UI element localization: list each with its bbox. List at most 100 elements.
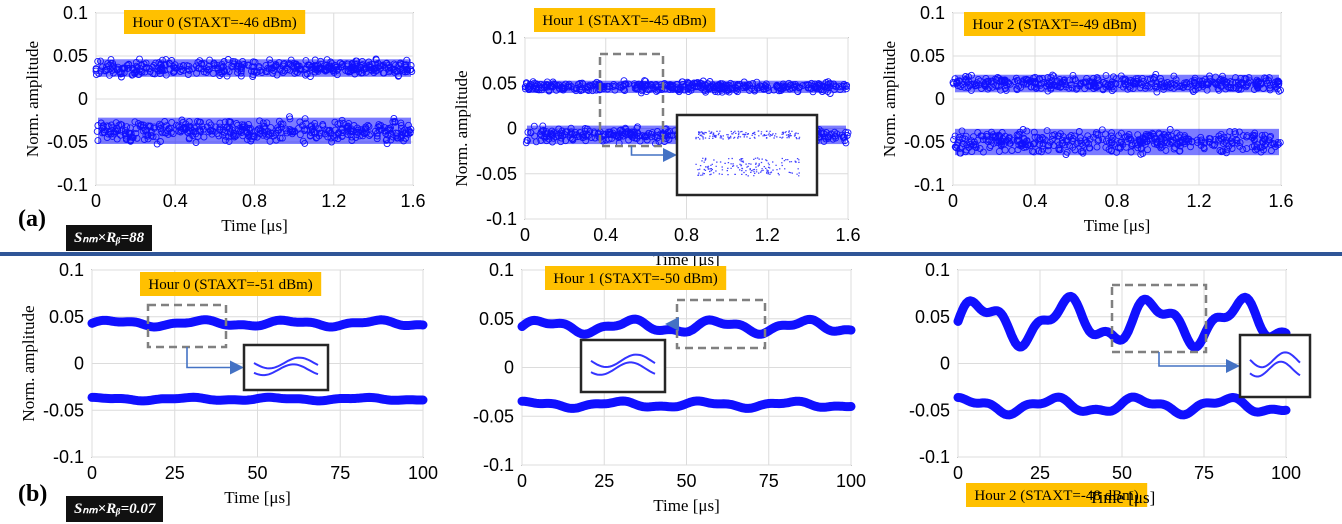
x-tick-label: 0 — [87, 463, 97, 483]
x-tick-label: 0 — [948, 191, 958, 211]
x-tick-label: 0.8 — [242, 191, 267, 211]
y-tick-label: -0.05 — [473, 406, 514, 426]
trace-line — [517, 314, 856, 339]
row-divider — [0, 252, 1342, 256]
x-tick-label: 0.8 — [674, 225, 699, 245]
chart-title: Hour 0 (STAXT=-46 dBm) — [124, 10, 306, 34]
x-tick-label: 1.2 — [1186, 191, 1211, 211]
x-tick-label: 0.4 — [593, 225, 618, 245]
y-tick-label: -0.1 — [53, 447, 84, 467]
chart-2: 0 0.4 0.8 1.2 1.6 -0.1 -0.05 0 0.05 0.1 Hour 1 (ST… — [452, 8, 861, 269]
scatter-band — [527, 80, 846, 94]
x-tick-label: 100 — [836, 471, 866, 491]
x-tick-label: 0.4 — [1022, 191, 1047, 211]
x-tick-label: 1.6 — [835, 225, 860, 245]
inset-arrowhead — [230, 360, 244, 375]
y-tick-label: 0.05 — [53, 46, 88, 66]
trace-line — [517, 396, 856, 413]
chart-title: Hour 1 (STAXT=-50 dBm) — [545, 266, 727, 290]
series-marks — [92, 55, 416, 148]
trace-line — [87, 315, 428, 332]
inset-trace — [590, 353, 656, 376]
x-tick-label: 100 — [408, 463, 438, 483]
x-axis-label: Time [μs] — [224, 488, 291, 507]
x-tick-label: 100 — [1271, 463, 1301, 483]
inset-connector — [1158, 352, 1238, 367]
chart-3: 0 0.4 0.8 1.2 1.6 -0.1 -0.05 0 0.05 0.1 Hour 2 (ST… — [880, 3, 1294, 235]
series-marks — [953, 291, 1291, 420]
x-tick-label: 50 — [676, 471, 696, 491]
title-box — [966, 483, 1148, 507]
inset-trace — [695, 130, 801, 177]
x-tick-label: 0 — [953, 463, 963, 483]
trace-line — [87, 392, 428, 406]
snr-badge-a: Sₙₘ×Rᵦ=88 — [66, 225, 153, 251]
y-tick-label: -0.05 — [904, 132, 945, 152]
chart-4: 0 25 50 75 100 -0.1 -0.05 0 0.05 0.1 Hour 0 (STAXT… — [19, 260, 438, 507]
x-axis-label: Time [μs] — [653, 496, 720, 515]
chart-title-text: Hour 0 (STAXT=-46 dBm) — [132, 15, 296, 31]
x-tick-label: 25 — [165, 463, 185, 483]
title-box — [140, 272, 322, 296]
x-tick-label: 50 — [247, 463, 267, 483]
title-box — [534, 8, 716, 32]
x-tick-label: 50 — [1112, 463, 1132, 483]
x-tick-label: 75 — [330, 463, 350, 483]
chart-title-text: Hour 1 (STAXT=-45 dBm) — [542, 13, 706, 29]
chart-6: 0 25 50 75 100 -0.1 -0.05 0 0.05 0.1 Hour 2 (STAXT… — [909, 260, 1312, 507]
y-tick-label: -0.1 — [483, 455, 514, 475]
y-tick-label: 0.05 — [49, 307, 84, 327]
chart-5: 0 25 50 75 100 -0.1 -0.05 0 0.05 0.1 Hour 1 (STAXT… — [473, 260, 866, 515]
y-tick-label: 0.05 — [915, 307, 950, 327]
x-tick-label: 0 — [517, 471, 527, 491]
inset-box — [579, 338, 667, 394]
series-marks — [87, 315, 428, 406]
scatter-band — [98, 59, 411, 77]
inset-arrowhead — [1226, 359, 1240, 373]
chart-title: Hour 2 (STAXT=-48 dBm) — [966, 483, 1148, 507]
inset-connector — [630, 146, 675, 156]
x-tick-label: 1.2 — [755, 225, 780, 245]
panel-label-b: (b) — [18, 481, 48, 507]
chart-1: 0 0.4 0.8 1.2 1.6 -0.1 -0.05 0 0.05 0.1 Hour 0 (ST… — [23, 3, 426, 235]
trace-line — [953, 392, 1291, 420]
x-tick-label: 0.8 — [1104, 191, 1129, 211]
y-tick-label: 0.1 — [489, 260, 514, 280]
title-box — [545, 266, 727, 290]
y-tick-label: -0.1 — [914, 175, 945, 195]
y-tick-label: 0.1 — [63, 3, 88, 23]
inset-arrowhead — [663, 148, 677, 162]
inset-connector — [186, 347, 242, 369]
y-tick-label: -0.05 — [43, 400, 84, 420]
y-tick-label: 0.1 — [925, 260, 950, 280]
x-tick-label: 0 — [91, 191, 101, 211]
x-axis-label: Time [μs] — [1084, 216, 1151, 235]
y-tick-label: 0.05 — [910, 46, 945, 66]
y-tick-label: 0 — [940, 354, 950, 374]
series-marks — [517, 314, 856, 413]
series-marks — [949, 71, 1284, 158]
scatter-band — [98, 117, 411, 144]
y-tick-label: -0.1 — [57, 175, 88, 195]
chart-title-text: Hour 0 (STAXT=-51 dBm) — [148, 277, 312, 293]
title-box — [964, 12, 1146, 36]
y-tick-label: -0.1 — [486, 209, 517, 229]
title-box — [124, 10, 306, 34]
y-tick-label: 0 — [74, 354, 84, 374]
inset-trace — [1249, 351, 1301, 378]
y-tick-label: -0.05 — [909, 400, 950, 420]
trace-line — [953, 291, 1291, 352]
y-tick-label: -0.05 — [476, 164, 517, 184]
x-tick-label: 75 — [759, 471, 779, 491]
chart-title: Hour 1 (STAXT=-45 dBm) — [534, 8, 716, 32]
inset-box — [242, 343, 330, 392]
snr-badge-b: Sₙₘ×Rᵦ=0.07 — [66, 496, 164, 522]
x-axis-label: Time [μs] — [1089, 488, 1156, 507]
y-tick-label: 0.05 — [479, 309, 514, 329]
x-tick-label: 25 — [1030, 463, 1050, 483]
chart-title: Hour 0 (STAXT=-51 dBm) — [140, 272, 322, 296]
chart-title-text: Hour 1 (STAXT=-50 dBm) — [553, 271, 717, 287]
y-tick-label: -0.05 — [47, 132, 88, 152]
x-tick-label: 1.6 — [400, 191, 425, 211]
chart-title: Hour 2 (STAXT=-49 dBm) — [964, 12, 1146, 36]
